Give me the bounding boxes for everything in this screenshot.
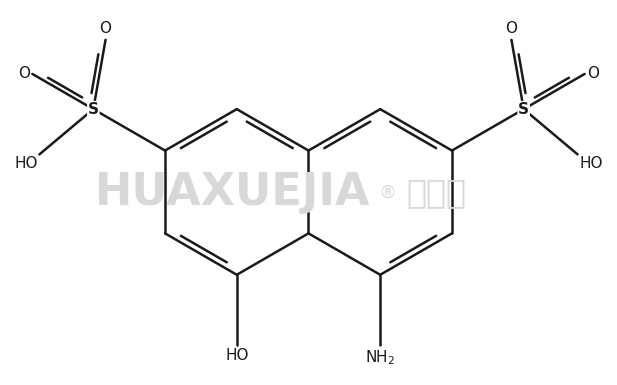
Text: NH$_2$: NH$_2$ — [365, 348, 395, 367]
Text: 化学加: 化学加 — [407, 176, 466, 209]
Text: HO: HO — [579, 156, 603, 171]
Text: S: S — [518, 102, 529, 117]
Text: ®: ® — [379, 184, 397, 201]
Text: O: O — [505, 21, 518, 36]
Text: S: S — [88, 102, 99, 117]
Text: O: O — [587, 67, 599, 82]
Text: O: O — [99, 21, 112, 36]
Text: HUAXUEJIA: HUAXUEJIA — [94, 171, 370, 214]
Text: HO: HO — [14, 156, 38, 171]
Text: HO: HO — [225, 348, 249, 363]
Text: O: O — [18, 67, 30, 82]
